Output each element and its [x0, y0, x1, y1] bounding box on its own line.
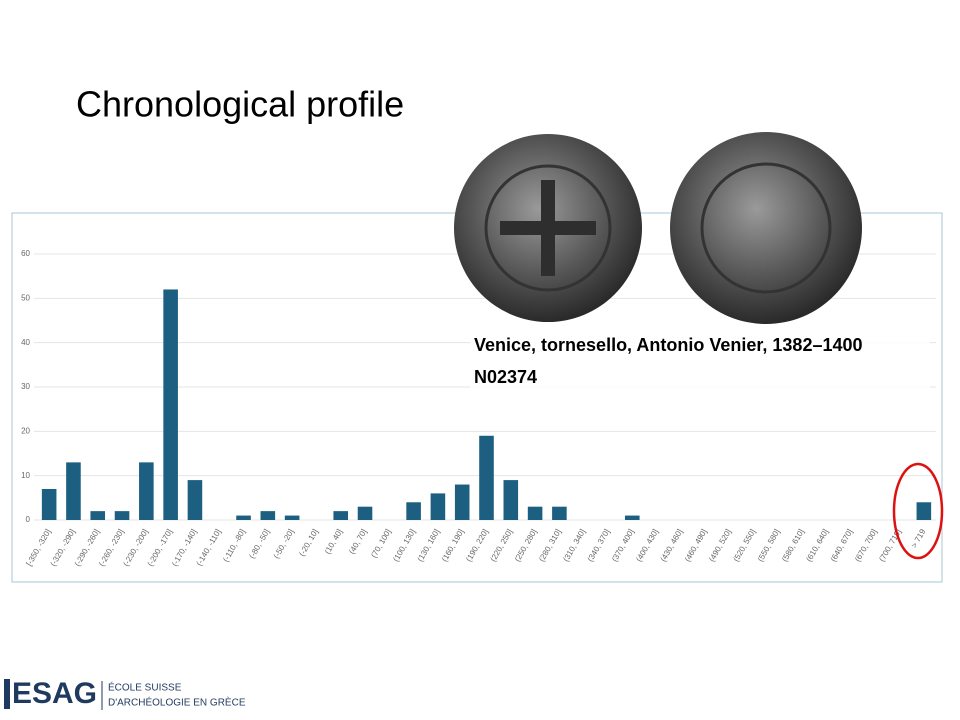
bar [503, 480, 519, 520]
bar [187, 480, 203, 520]
y-tick-label: 40 [21, 338, 30, 347]
logo-mark [4, 679, 10, 709]
bar [479, 435, 494, 520]
bar [333, 511, 349, 520]
y-tick-label: 60 [21, 249, 30, 258]
logo: ESAG [12, 677, 97, 710]
bar [357, 506, 373, 520]
bar [66, 462, 81, 520]
bar [41, 488, 57, 520]
bar [260, 511, 276, 520]
logo-line: D'ARCHÉOLOGIE EN GRÈCE [108, 696, 246, 709]
caption-bg [470, 332, 930, 392]
bar [114, 511, 130, 520]
y-tick-label: 10 [21, 471, 30, 480]
y-tick-label: 0 [26, 515, 31, 524]
y-tick-label: 30 [21, 382, 30, 391]
y-tick-label: 50 [21, 293, 30, 302]
bar [430, 493, 446, 520]
caption-id: N02374 [474, 367, 537, 387]
bar [236, 515, 251, 520]
coin-cross [500, 180, 596, 276]
bar [139, 462, 154, 520]
bar [454, 484, 470, 520]
bar [90, 511, 106, 520]
slide-title: Chronological profile [76, 84, 404, 125]
bar [527, 506, 543, 520]
coin-detail [484, 164, 612, 292]
bar [624, 515, 640, 520]
y-tick-label: 20 [21, 426, 30, 435]
bar [284, 515, 300, 520]
bar [916, 502, 932, 520]
bar [406, 502, 421, 520]
bar [163, 289, 178, 520]
caption: Venice, tornesello, Antonio Venier, 1382… [474, 335, 863, 355]
coin-detail [700, 162, 832, 294]
bar [552, 506, 567, 520]
highlight [892, 462, 944, 560]
coin-reverse [670, 132, 862, 324]
logo-line: ÉCOLE SUISSE [108, 681, 182, 694]
